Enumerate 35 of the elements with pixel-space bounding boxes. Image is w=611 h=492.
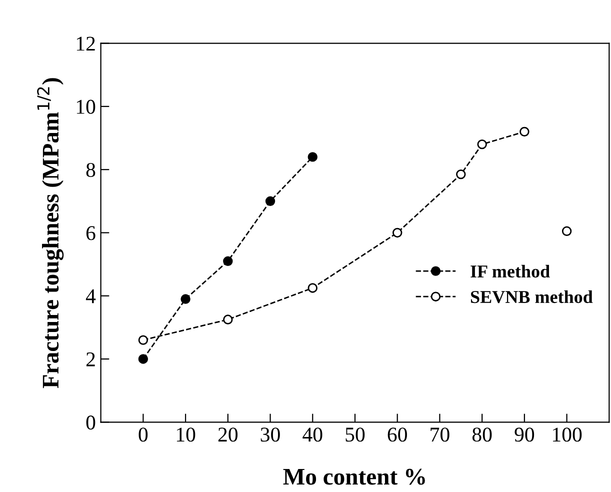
- legend-label: IF method: [470, 264, 550, 278]
- y-tick-label: 6: [86, 226, 96, 240]
- y-tick-label: 0: [86, 416, 96, 430]
- x-tick-label: 30: [260, 428, 280, 442]
- y-tick-label: 8: [86, 162, 96, 178]
- x-tick-label: 90: [514, 428, 534, 442]
- y-tick-label: 4: [86, 289, 96, 304]
- point: [520, 126, 530, 137]
- point: [138, 335, 148, 345]
- x-axis-title: Mo content %: [283, 468, 425, 485]
- x-tick-label: 100: [553, 428, 582, 442]
- y-tick-label: 12: [76, 36, 95, 51]
- y-tick-label: 2: [86, 352, 95, 366]
- point: [456, 169, 466, 180]
- point: [265, 196, 276, 206]
- point: [223, 256, 233, 266]
- point: [477, 139, 487, 150]
- y-axis-title: Fracture toughness (MPam$^{1/2}$): [37, 78, 64, 388]
- point: [392, 228, 402, 238]
- x-tick-label: 80: [472, 428, 492, 442]
- x-tick-label: 70: [430, 428, 450, 442]
- legend-label: SEVNB method: [470, 290, 593, 304]
- point: [308, 152, 318, 162]
- y-tick-label: 10: [76, 100, 96, 114]
- point: [180, 294, 190, 304]
- x-tick-label: 60: [388, 428, 407, 442]
- point: [223, 314, 233, 324]
- point: [308, 283, 318, 293]
- x-tick-label: 20: [218, 428, 238, 442]
- point: [562, 226, 572, 236]
- x-tick-label: 40: [302, 428, 322, 442]
- x-tick-label: 10: [176, 428, 196, 442]
- point: [138, 354, 148, 364]
- x-tick-label: 0: [138, 428, 148, 442]
- x-tick-label: 50: [346, 428, 365, 442]
